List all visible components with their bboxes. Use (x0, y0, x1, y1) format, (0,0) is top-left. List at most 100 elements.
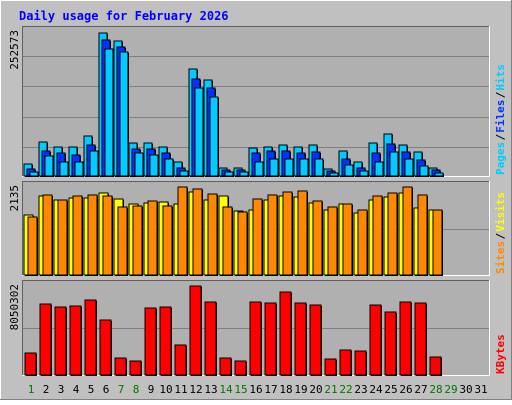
bar-kbytes-day-20 (309, 304, 322, 376)
bar-body (314, 158, 324, 177)
bar-body (57, 199, 68, 276)
bar-pages-day-5 (89, 150, 99, 177)
y-axis-max-label: 8050302 (8, 284, 21, 330)
bar-body (434, 172, 444, 177)
legend-pages: Pages (494, 142, 507, 175)
bar-body (399, 301, 412, 376)
bar-kbytes-day-18 (279, 291, 292, 376)
bar-body (194, 87, 204, 177)
bar-sites-day-23 (357, 209, 368, 276)
bar-sites-day-13 (207, 193, 218, 276)
bar-pages-day-9 (149, 154, 159, 177)
bar-pages-day-20 (314, 158, 324, 177)
bar-body (402, 186, 413, 276)
bar-sites-day-26 (402, 186, 413, 276)
bar-body (132, 205, 143, 276)
bar-pages-day-13 (209, 96, 219, 177)
bar-kbytes-day-4 (69, 305, 82, 376)
bar-body (374, 161, 384, 177)
bar-body (177, 186, 188, 276)
bar-sites-day-22 (342, 203, 353, 276)
bar-body (254, 161, 264, 177)
bar-body (329, 172, 339, 177)
bar-body (24, 352, 37, 376)
bar-body (389, 151, 399, 177)
bar-body (164, 158, 174, 177)
day-label-21: 21 (324, 383, 337, 396)
day-label-16: 16 (249, 383, 262, 396)
bar-kbytes-day-21 (324, 358, 337, 376)
bar-pages-day-24 (374, 161, 384, 177)
day-label-15: 15 (234, 383, 247, 396)
bar-body (369, 304, 382, 376)
bar-kbytes-day-12 (189, 285, 202, 376)
bar-body (179, 170, 189, 177)
bar-sites-day-19 (297, 190, 308, 276)
bar-sites-day-21 (327, 206, 338, 276)
bar-body (404, 158, 414, 177)
legend-slash: / (494, 233, 507, 240)
bar-pages-day-8 (134, 152, 144, 177)
bar-kbytes-day-6 (99, 319, 112, 376)
bar-sites-day-14 (222, 206, 233, 276)
bar-kbytes-day-24 (369, 304, 382, 376)
day-label-25: 25 (384, 383, 397, 396)
bar-body (104, 48, 114, 177)
day-label-9: 9 (148, 383, 155, 396)
bar-body (147, 200, 158, 276)
bar-body (339, 349, 352, 376)
bar-body (209, 96, 219, 177)
day-label-22: 22 (339, 383, 352, 396)
day-label-7: 7 (118, 383, 125, 396)
bar-pages-day-2 (44, 155, 54, 177)
bar-body (354, 350, 367, 376)
bar-sites-day-6 (102, 195, 113, 276)
bar-pages-day-18 (284, 158, 294, 177)
chart-panel-kbytes: 8050302 KBytes (8, 280, 507, 376)
day-label-24: 24 (369, 383, 383, 396)
bar-body (204, 301, 217, 376)
bar-pages-day-1 (29, 171, 39, 177)
bar-body (192, 188, 203, 276)
bar-body (282, 191, 293, 276)
bar-pages-day-11 (179, 170, 189, 177)
bar-body (249, 301, 262, 376)
day-label-3: 3 (58, 383, 65, 396)
bar-body (174, 344, 187, 376)
bar-sites-day-5 (87, 194, 98, 276)
bar-pages-day-6 (104, 48, 114, 177)
bar-kbytes-day-15 (234, 360, 247, 376)
bar-body (269, 158, 279, 177)
bar-body (144, 307, 157, 376)
bar-body (414, 302, 427, 376)
bar-sites-day-28 (432, 209, 443, 276)
bar-body (384, 311, 397, 376)
bar-body (264, 302, 277, 376)
y-axis-max-label: 2135 (8, 185, 21, 212)
legend-kbytes: KBytes (494, 334, 507, 374)
bar-body (342, 203, 353, 276)
bar-pages-day-27 (419, 165, 429, 177)
bar-kbytes-day-25 (384, 311, 397, 376)
bar-kbytes-day-26 (399, 301, 412, 376)
day-axis-labels: 1 2 3 4 5 6 7 8 9 10 11 12 13 14 15 16 17 18 19 20 21 22 23 24 2… (28, 383, 488, 396)
day-label-10: 10 (159, 383, 172, 396)
bar-body (267, 194, 278, 276)
day-label-28: 28 (429, 383, 442, 396)
bar-kbytes-day-8 (129, 360, 142, 376)
day-label-13: 13 (204, 383, 217, 396)
bar-body (159, 306, 172, 376)
bar-body (134, 152, 144, 177)
bar-body (189, 285, 202, 376)
bar-sites-day-20 (312, 200, 323, 276)
bar-body (72, 195, 83, 276)
bar-body (252, 198, 263, 276)
legend-sites: Sites (494, 241, 507, 274)
bar-pages-day-16 (254, 161, 264, 177)
bar-body (59, 161, 69, 177)
day-label-30: 30 (459, 383, 472, 396)
bar-body (294, 302, 307, 376)
bar-pages-day-23 (359, 170, 369, 177)
bar-kbytes-day-7 (114, 357, 127, 376)
day-label-14: 14 (219, 383, 233, 396)
